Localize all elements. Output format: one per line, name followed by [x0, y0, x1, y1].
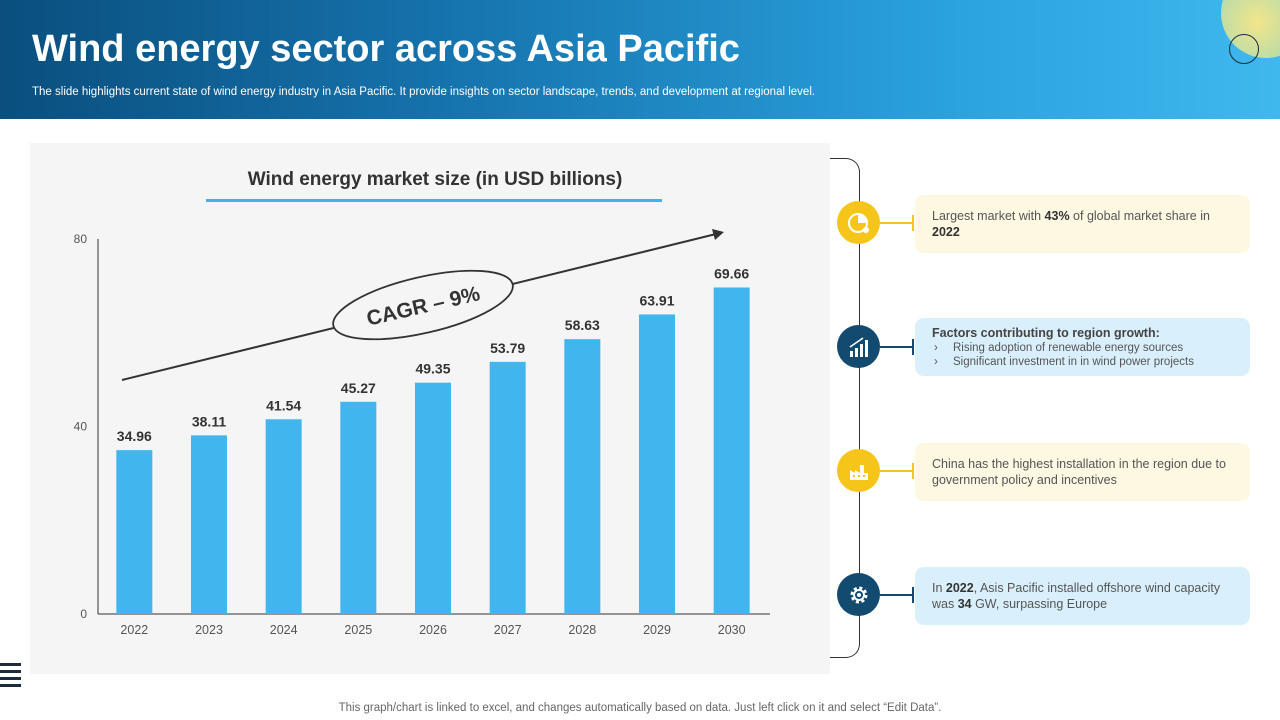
highlight-card-china: China has the highest installation in th… [915, 443, 1250, 501]
connector-line [880, 588, 914, 601]
connector-line [880, 216, 914, 229]
highlight-text: of global market share in [1069, 209, 1210, 223]
timeline-bracket [830, 158, 860, 658]
highlight-value: 34 [957, 597, 972, 611]
data-label: 69.66 [714, 265, 749, 281]
page-subtitle: The slide highlights current state of wi… [32, 86, 816, 98]
highlight-text: Largest market with [932, 209, 1045, 223]
chevron-right-icon: › [934, 342, 938, 354]
highlight-value: 2022 [945, 581, 974, 595]
page-title: Wind energy sector across Asia Pacific [32, 28, 740, 70]
data-label: 45.27 [341, 380, 376, 396]
bar [265, 419, 302, 614]
data-label: 38.11 [192, 413, 226, 429]
data-label: 58.63 [565, 317, 600, 333]
globe-pie-icon [837, 201, 880, 244]
header-banner: Wind energy sector across Asia Pacific T… [0, 0, 1280, 119]
chart-panel[interactable]: Wind energy market size (in USD billions… [30, 143, 830, 674]
data-label: 34.96 [117, 428, 152, 444]
data-label: 49.35 [415, 361, 450, 377]
connector-line [880, 464, 914, 477]
bar [116, 450, 153, 614]
highlight-value: 2022 [932, 225, 960, 239]
factory-icon [837, 449, 880, 492]
chart-title: Wind energy market size (in USD billions… [248, 169, 623, 190]
growth-factors-heading: Factors contributing to region growth: [932, 326, 1160, 340]
highlight-card-offshore: In 2022, Asis Pacific installed offshore… [915, 567, 1250, 625]
connector-line [880, 340, 914, 353]
footer-note: This graph/chart is linked to excel, and… [338, 702, 942, 714]
list-item: › Significant investment in in wind power… [932, 355, 1234, 369]
x-tick-label: 2025 [344, 623, 372, 637]
x-tick-label: 2026 [419, 623, 447, 637]
list-item-text: Rising adoption of renewable energy sour… [953, 342, 1184, 354]
cagr-annotation: CAGR – 9% [121, 229, 724, 381]
highlight-card-growth-factors: Factors contributing to region growth: ›… [915, 318, 1250, 376]
x-tick-label: 2030 [718, 623, 746, 637]
x-tick-label: 2027 [494, 623, 522, 637]
bar [415, 382, 451, 614]
chart-bars: 34.96 2022 38.11 2023 41.54 2024 45.27 2025 49.3… [116, 265, 750, 637]
cagr-arrowhead [712, 229, 724, 240]
highlight-text: China has the highest installation in th… [932, 457, 1226, 487]
x-tick-label: 2022 [120, 623, 148, 637]
list-item: › Rising adoption of renewable energy sou… [932, 341, 1234, 355]
bar [713, 287, 750, 614]
chart-title-underline [206, 199, 662, 202]
x-tick-label: 2028 [568, 623, 596, 637]
y-tick-label: 80 [74, 232, 88, 246]
highlight-value: 43% [1044, 209, 1070, 223]
decorative-ring [1229, 34, 1259, 64]
highlight-text: , Asis Pacific installed offshore wind c… [932, 581, 1221, 611]
y-tick-label: 0 [80, 607, 87, 621]
highlight-card-market-share: Largest market with 43% of global market… [915, 195, 1250, 253]
bar [191, 435, 227, 614]
menu-icon[interactable] [0, 663, 21, 687]
gear-icon [837, 573, 880, 616]
data-label: 63.91 [639, 292, 674, 308]
bar-chart[interactable]: Wind energy market size (in USD billions… [30, 143, 830, 674]
data-label: 41.54 [266, 397, 301, 413]
x-tick-label: 2029 [643, 623, 671, 637]
bar-chart-icon [837, 325, 880, 368]
cagr-ellipse [332, 269, 514, 341]
highlight-text: In [932, 581, 946, 595]
chevron-right-icon: › [934, 356, 938, 368]
bar [639, 314, 675, 614]
data-label: 53.79 [490, 340, 525, 356]
x-tick-label: 2024 [270, 623, 298, 637]
x-tick-label: 2023 [195, 623, 223, 637]
y-tick-label: 40 [74, 420, 88, 434]
highlight-text: GW, surpassing Europe [971, 597, 1108, 611]
growth-factors-list: › Rising adoption of renewable energy sou… [932, 341, 1234, 369]
bar [340, 401, 377, 614]
list-item-text: Significant investment in in wind power … [953, 356, 1194, 368]
bar [564, 339, 601, 614]
bar [489, 361, 526, 614]
